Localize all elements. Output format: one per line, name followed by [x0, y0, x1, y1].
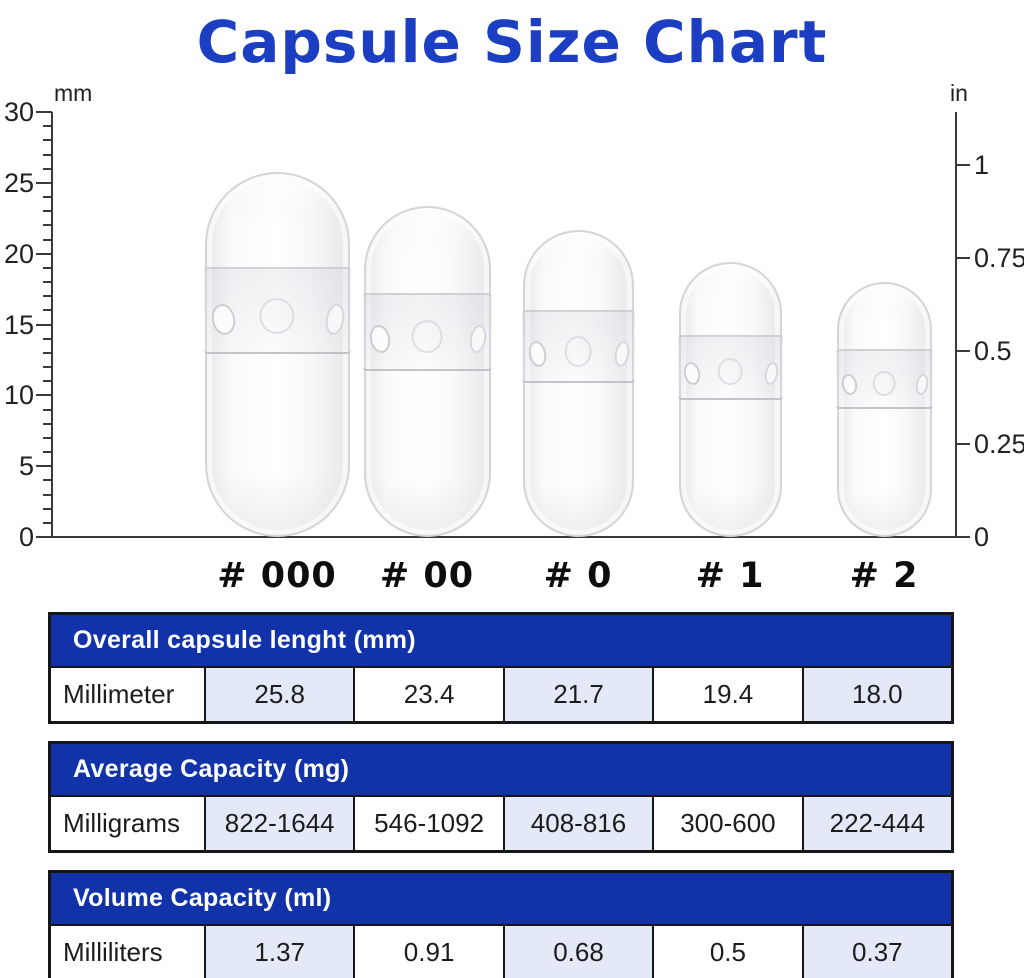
capsule-dimple-center — [564, 336, 592, 367]
mm-minor-tick — [43, 295, 52, 298]
x-baseline — [36, 536, 958, 538]
capsule-size-chart: mm in 0 5 10 15 20 25 30 1 0.75 0.5 0.25 0 # 000 # 00… — [0, 80, 1024, 604]
value-cell: 1.37 — [204, 926, 354, 978]
mm-tick-label: 20 — [3, 238, 34, 269]
spec-table-header: Overall capsule lenght (mm) — [51, 615, 951, 668]
in-tick-label: 0.5 — [974, 336, 1012, 366]
spec-table-0: Overall capsule lenght (mm) Millimeter 25.… — [48, 612, 954, 724]
mm-minor-tick — [43, 196, 52, 198]
mm-minor-tick — [43, 422, 52, 425]
mm-major-tick — [36, 252, 52, 255]
in-tick-label: 0.25 — [974, 429, 1024, 459]
spec-table-1: Average Capacity (mg) Milligrams 822-1644 5… — [48, 741, 954, 853]
capsule-size-label: # 2 — [849, 556, 919, 596]
spec-table-header: Volume Capacity (ml) — [51, 873, 951, 926]
row-label-cell: Millimeter — [51, 668, 204, 721]
mm-axis — [51, 112, 53, 538]
in-tick — [956, 164, 970, 166]
in-tick-label: 1 — [974, 150, 990, 180]
value-cell: 0.37 — [801, 926, 952, 978]
capsule-size-label: # 1 — [695, 556, 765, 596]
mm-minor-tick — [43, 337, 52, 340]
mm-minor-tick — [43, 351, 52, 354]
mm-minor-tick — [43, 153, 52, 156]
capsule-1 — [677, 262, 783, 537]
page-title: Capsule Size Chart — [196, 8, 828, 76]
mm-minor-tick — [43, 380, 52, 383]
spec-table-2: Volume Capacity (ml) Milliliters 1.37 0.91 0… — [48, 870, 954, 978]
mm-major-tick — [36, 323, 52, 326]
mm-tick-label: 15 — [3, 309, 34, 340]
mm-minor-tick — [43, 493, 52, 496]
mm-tick-label: 0 — [18, 522, 34, 552]
mm-minor-tick — [43, 479, 52, 482]
spec-table-row: Millimeter 25.8 23.4 21.7 19.4 18.0 — [51, 668, 952, 721]
mm-major-tick — [36, 394, 52, 397]
mm-minor-tick — [43, 507, 52, 510]
value-cell: 25.8 — [204, 668, 354, 721]
mm-tick-label: 5 — [18, 451, 34, 482]
in-tick-label: 0 — [974, 522, 990, 552]
mm-minor-tick — [43, 436, 52, 439]
value-cell: 21.7 — [502, 668, 653, 721]
capsule-000 — [203, 171, 351, 537]
capsule-dimple-center — [259, 298, 295, 335]
mm-minor-tick — [43, 139, 52, 142]
mm-tick-label: 25 — [3, 167, 34, 198]
value-cell: 546-1092 — [353, 797, 502, 850]
value-cell: 822-1644 — [204, 797, 354, 850]
in-tick — [956, 536, 970, 538]
in-axis — [955, 112, 957, 538]
capsule-size-label: # 0 — [543, 556, 613, 596]
mm-minor-tick — [43, 309, 52, 312]
value-cell: 0.5 — [652, 926, 801, 978]
mm-major-tick — [36, 111, 52, 113]
in-tick — [956, 350, 970, 352]
mm-minor-tick — [43, 366, 52, 368]
row-label-cell: Milliliters — [51, 926, 204, 978]
capsule-spec-tables: Overall capsule lenght (mm) Millimeter 25.… — [48, 612, 954, 978]
row-label-cell: Milligrams — [51, 797, 204, 850]
mm-minor-tick — [43, 224, 52, 227]
mm-axis-unit-label: mm — [54, 80, 93, 106]
value-cell: 408-816 — [502, 797, 653, 850]
mm-minor-tick — [43, 210, 52, 213]
value-cell: 222-444 — [801, 797, 952, 850]
mm-tick-label: 30 — [3, 97, 34, 127]
capsule-dimple-center — [717, 357, 743, 385]
mm-minor-tick — [43, 167, 52, 170]
mm-minor-tick — [43, 521, 52, 524]
in-tick — [956, 443, 970, 445]
capsule-dimple-center — [872, 370, 896, 396]
capsule-00 — [362, 205, 492, 537]
spec-table-row: Milligrams 822-1644 546-1092 408-816 300-600… — [51, 797, 952, 850]
capsule-0 — [521, 229, 635, 537]
in-tick — [956, 257, 970, 259]
mm-minor-tick — [43, 408, 52, 411]
mm-major-tick — [36, 181, 52, 184]
mm-minor-tick — [43, 281, 52, 283]
mm-minor-tick — [43, 125, 52, 128]
value-cell: 19.4 — [652, 668, 801, 721]
value-cell: 0.68 — [502, 926, 653, 978]
mm-tick-label: 10 — [3, 380, 34, 411]
value-cell: 23.4 — [353, 668, 502, 721]
mm-minor-tick — [43, 238, 52, 241]
value-cell: 300-600 — [652, 797, 801, 850]
mm-minor-tick — [43, 266, 52, 269]
mm-minor-tick — [43, 451, 52, 453]
capsule-size-label: # 00 — [379, 556, 475, 596]
capsule-dimple-center — [411, 320, 443, 354]
capsule-2 — [835, 282, 933, 537]
capsule-size-label: # 000 — [217, 556, 337, 596]
in-axis-unit-label: in — [950, 80, 968, 106]
spec-table-header: Average Capacity (mg) — [51, 744, 951, 797]
in-tick-label: 0.75 — [974, 243, 1024, 273]
mm-major-tick — [36, 465, 52, 468]
value-cell: 0.91 — [353, 926, 502, 978]
value-cell: 18.0 — [801, 668, 952, 721]
spec-table-row: Milliliters 1.37 0.91 0.68 0.5 0.37 — [51, 926, 952, 978]
